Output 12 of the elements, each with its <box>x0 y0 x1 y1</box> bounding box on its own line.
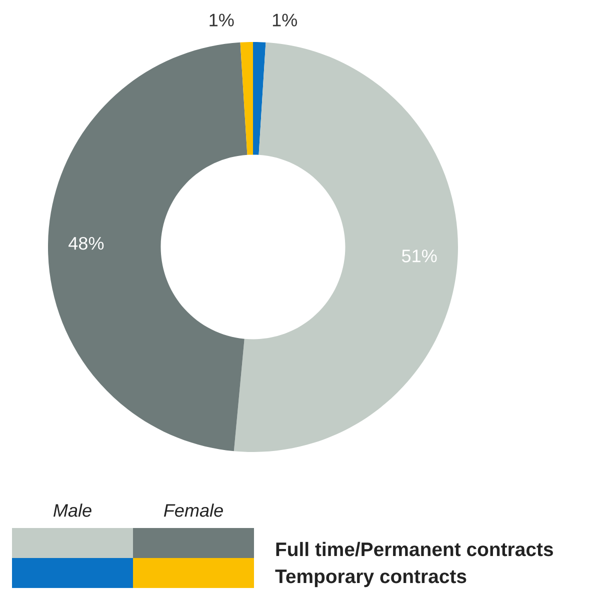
text: Male <box>53 504 92 517</box>
text: Full time/Permanent contracts <box>276 542 553 556</box>
donut-slice <box>253 42 266 155</box>
text: Temporary contracts <box>275 570 466 588</box>
donut-slice <box>234 42 458 452</box>
data-label: 48% <box>68 236 104 250</box>
donut-slice <box>240 42 253 155</box>
text: Female <box>164 504 223 517</box>
data-label: 1% <box>210 14 234 26</box>
data-label: 51% <box>402 250 437 262</box>
data-label: 1% <box>272 14 298 26</box>
donut-slice <box>48 42 248 452</box>
